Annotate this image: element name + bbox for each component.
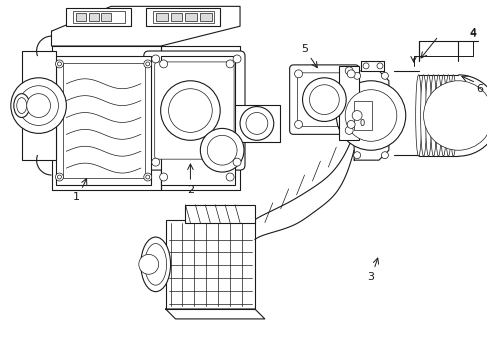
Bar <box>185 13 197 21</box>
Circle shape <box>143 173 151 181</box>
Polygon shape <box>360 61 383 71</box>
Text: 6: 6 <box>476 84 483 94</box>
Circle shape <box>233 55 241 63</box>
Circle shape <box>345 126 352 134</box>
Bar <box>145 8 220 26</box>
Bar <box>101 13 111 21</box>
Bar <box>161 56 235 185</box>
Circle shape <box>139 255 158 274</box>
Circle shape <box>294 121 302 129</box>
Ellipse shape <box>17 98 27 113</box>
Circle shape <box>345 67 352 75</box>
Bar <box>200 13 212 21</box>
Ellipse shape <box>144 243 166 285</box>
Bar <box>76 13 86 21</box>
Circle shape <box>381 72 387 79</box>
Bar <box>165 220 254 309</box>
Bar <box>155 13 167 21</box>
Text: 2: 2 <box>186 185 194 195</box>
Circle shape <box>294 70 302 78</box>
Ellipse shape <box>449 75 455 156</box>
Circle shape <box>302 78 346 121</box>
Circle shape <box>27 94 50 117</box>
Circle shape <box>309 85 339 114</box>
Bar <box>89 13 99 21</box>
Ellipse shape <box>440 75 446 156</box>
FancyBboxPatch shape <box>297 73 350 126</box>
Text: 1: 1 <box>73 192 80 202</box>
Circle shape <box>336 81 405 150</box>
Circle shape <box>168 89 212 132</box>
Circle shape <box>57 175 61 179</box>
Circle shape <box>233 158 241 166</box>
Text: 4: 4 <box>468 28 476 38</box>
Circle shape <box>240 107 273 140</box>
Circle shape <box>11 78 66 133</box>
Circle shape <box>55 60 63 68</box>
Polygon shape <box>353 71 388 160</box>
Circle shape <box>55 173 63 181</box>
Circle shape <box>151 55 160 63</box>
Text: 4: 4 <box>468 29 476 39</box>
Circle shape <box>225 173 234 181</box>
Circle shape <box>345 90 396 141</box>
Bar <box>152 11 214 23</box>
Ellipse shape <box>14 94 30 117</box>
Ellipse shape <box>141 237 170 292</box>
Circle shape <box>423 81 488 150</box>
Text: 5: 5 <box>301 44 307 54</box>
Circle shape <box>151 158 160 166</box>
Circle shape <box>362 63 368 69</box>
Ellipse shape <box>435 75 441 156</box>
Bar <box>170 13 182 21</box>
Circle shape <box>160 60 167 68</box>
Ellipse shape <box>445 75 450 156</box>
Text: 0: 0 <box>359 119 364 128</box>
Circle shape <box>351 111 361 121</box>
Circle shape <box>200 129 244 172</box>
Circle shape <box>346 121 354 129</box>
Circle shape <box>207 135 237 165</box>
FancyBboxPatch shape <box>289 65 358 134</box>
Bar <box>66 8 131 26</box>
Circle shape <box>19 86 59 125</box>
Text: 3: 3 <box>367 272 374 282</box>
Polygon shape <box>161 46 240 190</box>
FancyBboxPatch shape <box>143 51 244 170</box>
Polygon shape <box>165 309 264 319</box>
Circle shape <box>225 60 234 68</box>
Circle shape <box>160 173 167 181</box>
Bar <box>56 56 150 185</box>
Bar <box>185 205 254 223</box>
FancyBboxPatch shape <box>154 62 234 159</box>
Circle shape <box>353 72 360 79</box>
Circle shape <box>145 62 149 66</box>
Circle shape <box>353 152 360 159</box>
Circle shape <box>145 175 149 179</box>
Ellipse shape <box>429 75 436 156</box>
Circle shape <box>161 81 220 140</box>
Bar <box>73 11 124 23</box>
Bar <box>353 100 371 130</box>
Bar <box>63 63 144 178</box>
Circle shape <box>346 70 354 78</box>
Circle shape <box>143 60 151 68</box>
Circle shape <box>381 152 387 159</box>
Ellipse shape <box>415 75 421 156</box>
Ellipse shape <box>420 75 426 156</box>
Bar <box>21 51 56 160</box>
Circle shape <box>376 63 382 69</box>
Bar <box>235 105 279 142</box>
Ellipse shape <box>425 75 431 156</box>
Circle shape <box>245 113 267 134</box>
Polygon shape <box>51 46 161 190</box>
Circle shape <box>57 62 61 66</box>
Bar <box>339 66 358 140</box>
Polygon shape <box>51 6 240 46</box>
